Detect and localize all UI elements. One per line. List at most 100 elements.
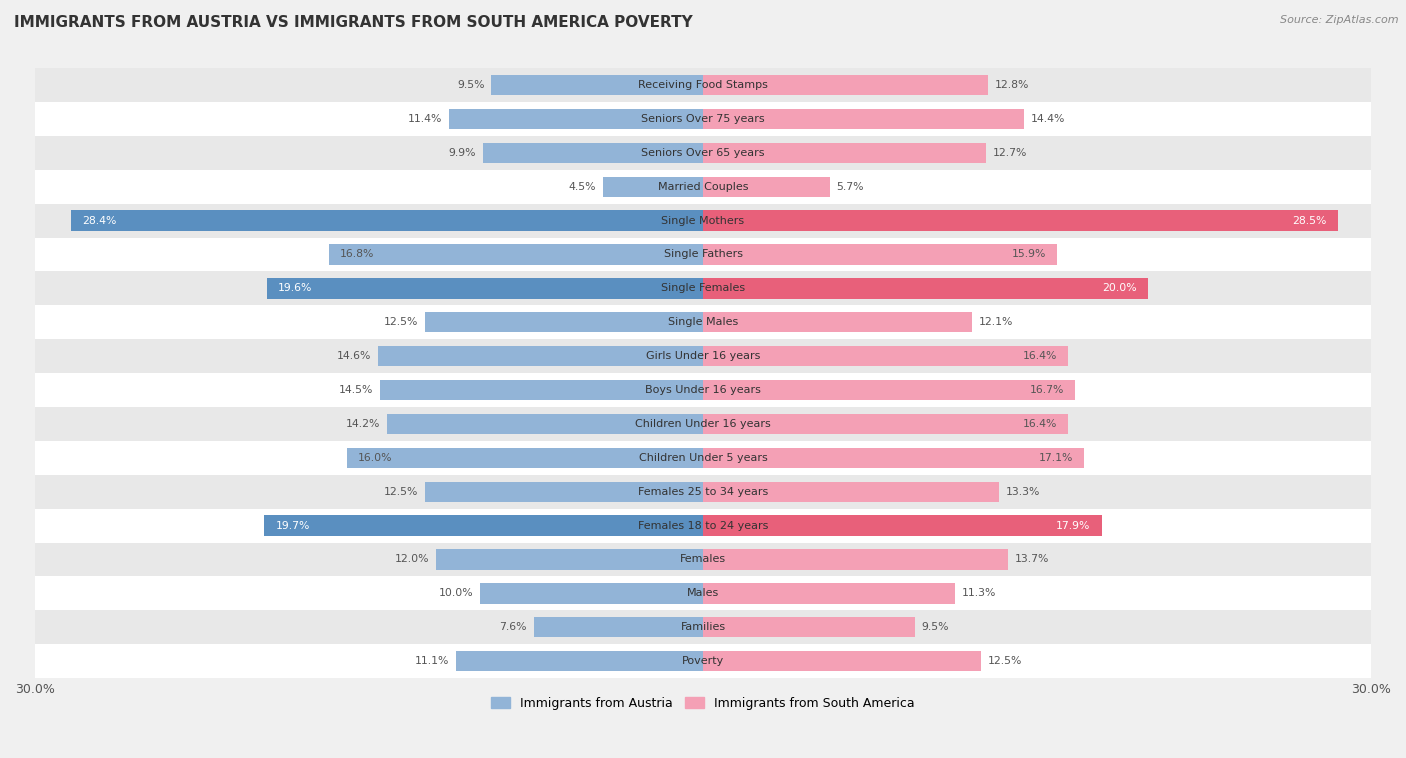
Text: Single Fathers: Single Fathers bbox=[664, 249, 742, 259]
Bar bbox=[703, 278, 1149, 299]
Bar bbox=[603, 177, 703, 197]
Bar bbox=[35, 373, 1371, 407]
Text: 16.8%: 16.8% bbox=[340, 249, 374, 259]
Bar bbox=[35, 407, 1371, 441]
Text: 15.9%: 15.9% bbox=[1011, 249, 1046, 259]
Text: 14.2%: 14.2% bbox=[346, 419, 380, 429]
Bar bbox=[534, 617, 703, 637]
Bar bbox=[703, 583, 955, 603]
Text: Poverty: Poverty bbox=[682, 656, 724, 666]
Legend: Immigrants from Austria, Immigrants from South America: Immigrants from Austria, Immigrants from… bbox=[486, 691, 920, 715]
Bar bbox=[35, 475, 1371, 509]
Bar bbox=[35, 102, 1371, 136]
Text: Families: Families bbox=[681, 622, 725, 632]
Bar bbox=[703, 211, 1337, 230]
Text: 12.1%: 12.1% bbox=[979, 318, 1014, 327]
Bar bbox=[492, 75, 703, 96]
Text: 5.7%: 5.7% bbox=[837, 182, 865, 192]
Text: 14.6%: 14.6% bbox=[337, 351, 371, 361]
Text: 16.0%: 16.0% bbox=[359, 453, 392, 463]
Bar bbox=[35, 237, 1371, 271]
Text: 12.8%: 12.8% bbox=[994, 80, 1029, 90]
Bar bbox=[481, 583, 703, 603]
Bar bbox=[35, 68, 1371, 102]
Bar bbox=[35, 136, 1371, 170]
Bar bbox=[35, 644, 1371, 678]
Text: Males: Males bbox=[688, 588, 718, 598]
Bar bbox=[35, 339, 1371, 373]
Bar bbox=[703, 617, 914, 637]
Text: 11.3%: 11.3% bbox=[962, 588, 995, 598]
Bar bbox=[703, 312, 973, 333]
Text: 28.5%: 28.5% bbox=[1292, 215, 1326, 226]
Bar bbox=[436, 550, 703, 569]
Text: Married Couples: Married Couples bbox=[658, 182, 748, 192]
Text: Seniors Over 75 years: Seniors Over 75 years bbox=[641, 114, 765, 124]
Bar bbox=[703, 346, 1069, 366]
Text: 12.7%: 12.7% bbox=[993, 148, 1026, 158]
Bar bbox=[703, 448, 1084, 468]
Text: 7.6%: 7.6% bbox=[499, 622, 527, 632]
Text: Girls Under 16 years: Girls Under 16 years bbox=[645, 351, 761, 361]
Text: Boys Under 16 years: Boys Under 16 years bbox=[645, 385, 761, 395]
Text: 13.7%: 13.7% bbox=[1015, 554, 1049, 565]
Text: 12.5%: 12.5% bbox=[384, 318, 418, 327]
Bar bbox=[425, 312, 703, 333]
Bar bbox=[347, 448, 703, 468]
Text: 12.5%: 12.5% bbox=[988, 656, 1022, 666]
Bar bbox=[70, 211, 703, 230]
Text: Source: ZipAtlas.com: Source: ZipAtlas.com bbox=[1281, 15, 1399, 25]
Bar bbox=[35, 509, 1371, 543]
Bar bbox=[35, 441, 1371, 475]
Bar bbox=[380, 380, 703, 400]
Text: 4.5%: 4.5% bbox=[568, 182, 596, 192]
Text: Females 25 to 34 years: Females 25 to 34 years bbox=[638, 487, 768, 496]
Text: Seniors Over 65 years: Seniors Over 65 years bbox=[641, 148, 765, 158]
Bar bbox=[35, 271, 1371, 305]
Text: 11.1%: 11.1% bbox=[415, 656, 449, 666]
Text: 16.4%: 16.4% bbox=[1022, 419, 1057, 429]
Bar bbox=[703, 380, 1076, 400]
Bar bbox=[425, 481, 703, 502]
Bar bbox=[35, 170, 1371, 204]
Bar bbox=[267, 278, 703, 299]
Bar bbox=[703, 651, 981, 672]
Bar bbox=[456, 651, 703, 672]
Text: 16.7%: 16.7% bbox=[1029, 385, 1064, 395]
Bar bbox=[703, 414, 1069, 434]
Bar bbox=[703, 244, 1057, 265]
Bar bbox=[329, 244, 703, 265]
Text: 12.5%: 12.5% bbox=[384, 487, 418, 496]
Bar bbox=[35, 204, 1371, 237]
Text: Children Under 16 years: Children Under 16 years bbox=[636, 419, 770, 429]
Bar bbox=[35, 305, 1371, 339]
Text: 14.5%: 14.5% bbox=[339, 385, 374, 395]
Bar bbox=[703, 108, 1024, 129]
Text: 17.1%: 17.1% bbox=[1038, 453, 1073, 463]
Bar bbox=[482, 143, 703, 163]
Bar bbox=[703, 75, 988, 96]
Text: 28.4%: 28.4% bbox=[82, 215, 117, 226]
Text: 19.7%: 19.7% bbox=[276, 521, 309, 531]
Text: 9.5%: 9.5% bbox=[457, 80, 485, 90]
Bar bbox=[378, 346, 703, 366]
Text: IMMIGRANTS FROM AUSTRIA VS IMMIGRANTS FROM SOUTH AMERICA POVERTY: IMMIGRANTS FROM AUSTRIA VS IMMIGRANTS FR… bbox=[14, 15, 693, 30]
Text: Children Under 5 years: Children Under 5 years bbox=[638, 453, 768, 463]
Text: 12.0%: 12.0% bbox=[395, 554, 429, 565]
Bar bbox=[703, 143, 986, 163]
Text: 10.0%: 10.0% bbox=[439, 588, 474, 598]
Bar bbox=[703, 481, 1000, 502]
Text: 9.5%: 9.5% bbox=[921, 622, 949, 632]
Bar bbox=[35, 576, 1371, 610]
Bar bbox=[387, 414, 703, 434]
Bar bbox=[35, 543, 1371, 576]
Text: Females 18 to 24 years: Females 18 to 24 years bbox=[638, 521, 768, 531]
Text: 9.9%: 9.9% bbox=[449, 148, 475, 158]
Text: 20.0%: 20.0% bbox=[1102, 283, 1137, 293]
Text: 11.4%: 11.4% bbox=[408, 114, 443, 124]
Text: Single Mothers: Single Mothers bbox=[661, 215, 745, 226]
Text: Receiving Food Stamps: Receiving Food Stamps bbox=[638, 80, 768, 90]
Text: 19.6%: 19.6% bbox=[277, 283, 312, 293]
Bar bbox=[703, 515, 1102, 536]
Bar bbox=[703, 177, 830, 197]
